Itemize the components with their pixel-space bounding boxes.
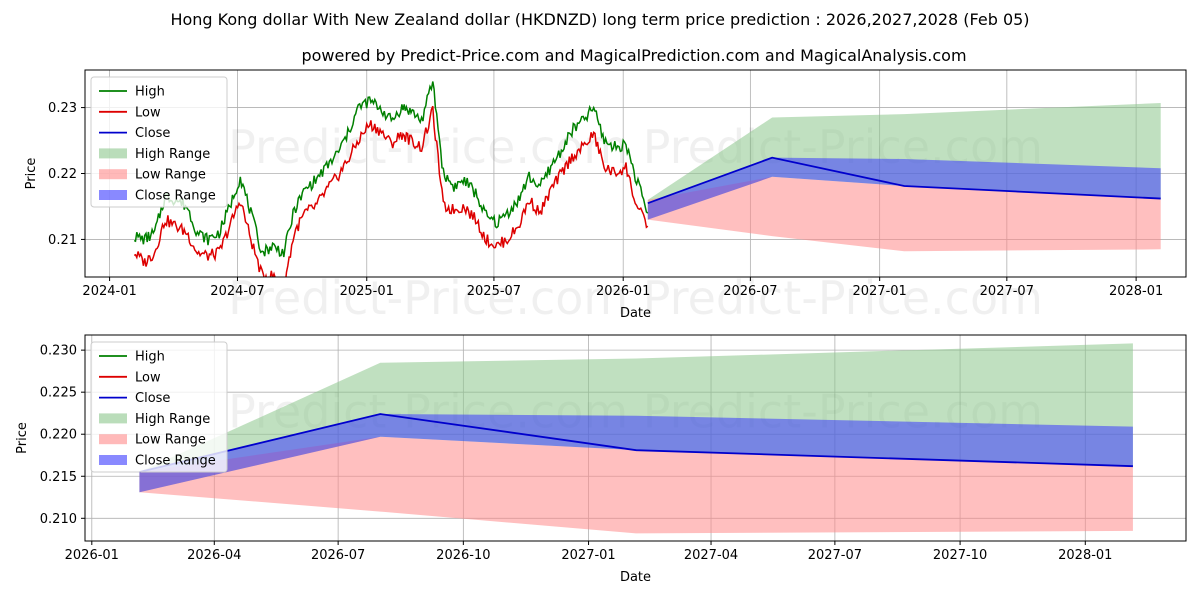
close-series-line — [647, 156, 1161, 205]
x-tick-label: 2028-01 — [1109, 284, 1163, 299]
legend-swatch — [99, 190, 127, 200]
legend-entry: Close Range — [135, 454, 216, 469]
x-tick-label: 2026-04 — [187, 548, 241, 563]
legend-entry: Low — [135, 105, 161, 120]
legend-entry: Close Range — [135, 189, 216, 204]
axes-frame — [84, 334, 1187, 542]
legend-entry: High — [135, 85, 165, 100]
high-series-line — [133, 81, 649, 258]
x-tick-label: 2027-07 — [808, 548, 862, 563]
y-tick-label: 0.215 — [40, 470, 77, 485]
y-tick-label: 0.22 — [48, 167, 77, 182]
y-tick-label: 0.210 — [40, 512, 77, 527]
x-tick-label: 2027-01 — [852, 284, 906, 299]
y-axis-label: Price — [24, 158, 39, 190]
legend: High Low Close High Range Low Range Close Ran… — [90, 76, 228, 208]
x-tick-label: 2026-01 — [596, 284, 650, 299]
x-axis-label: Date — [620, 570, 651, 585]
x-tick-label: 2025-07 — [467, 284, 521, 299]
low-range-band — [647, 176, 1161, 252]
x-tick-label: 2027-04 — [684, 548, 738, 563]
close-range-band — [647, 157, 1161, 220]
legend-swatch — [99, 413, 127, 424]
legend-entry: Low Range — [135, 433, 206, 448]
legend-entry: High Range — [135, 412, 210, 427]
x-tick-label: 2026-07 — [723, 284, 777, 299]
chart-title: Hong Kong dollar With New Zealand dollar… — [170, 10, 1029, 29]
top-panel: Predict-Price.com Predict-Price.comPredi… — [24, 69, 1187, 325]
x-tick-label: 2024-07 — [210, 284, 264, 299]
y-tick-label: 0.225 — [40, 386, 77, 401]
legend-swatch — [99, 169, 127, 180]
low-range-band — [139, 436, 1133, 534]
x-tick-label: 2026-10 — [436, 548, 490, 563]
y-tick-label: 0.220 — [40, 428, 77, 443]
legend-swatch — [99, 148, 127, 159]
legend-entry: Close — [135, 391, 170, 406]
plot-area — [139, 343, 1133, 534]
legend: High Low Close High Range Low Range Close Ran… — [90, 341, 228, 473]
watermark: Predict-Price.com Predict-Price.com — [228, 271, 1043, 325]
y-tick-label: 0.230 — [40, 344, 77, 359]
x-tick-label: 2027-10 — [933, 548, 987, 563]
x-tick-label: 2025-01 — [340, 284, 394, 299]
x-axis-label: Date — [620, 306, 651, 321]
x-tick-label: 2026-07 — [311, 548, 365, 563]
x-tick-label: 2027-01 — [561, 548, 615, 563]
legend-entry: Low — [135, 370, 161, 385]
legend-swatch — [99, 434, 127, 445]
y-axis-label: Price — [15, 422, 30, 454]
legend-entry: Low Range — [135, 168, 206, 183]
legend-swatch — [99, 455, 127, 465]
chart-subtitle: powered by Predict-Price.com and Magical… — [301, 46, 966, 65]
y-tick-label: 0.21 — [48, 233, 77, 248]
close-series-line — [139, 413, 1133, 473]
x-tick-label: 2027-07 — [980, 284, 1034, 299]
bottom-panel: Predict-Price.com Predict-Price.com2026-… — [15, 334, 1187, 585]
x-tick-label: 2024-01 — [82, 284, 136, 299]
legend-entry: Close — [135, 126, 170, 141]
y-tick-label: 0.23 — [48, 101, 77, 116]
legend-entry: High Range — [135, 147, 210, 162]
x-tick-label: 2028-01 — [1058, 548, 1112, 563]
x-tick-label: 2026-01 — [65, 548, 119, 563]
low-series-line — [133, 105, 649, 277]
close-range-band — [139, 414, 1133, 493]
legend-entry: High — [135, 350, 165, 365]
plot-area — [133, 81, 1161, 277]
